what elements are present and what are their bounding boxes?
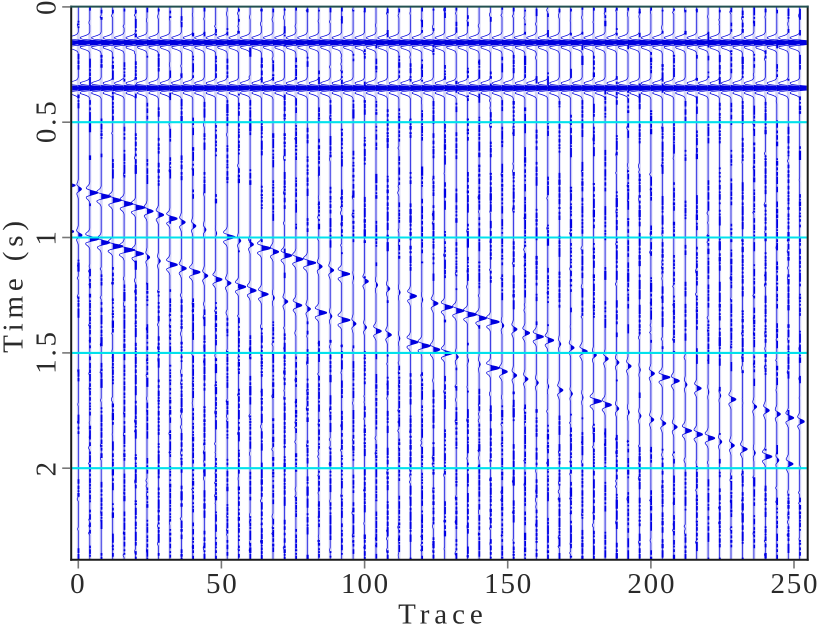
svg-text:1: 1 (31, 229, 63, 245)
svg-text:250: 250 (770, 568, 818, 600)
svg-text:0: 0 (31, 0, 63, 15)
svg-text:1.5: 1.5 (31, 329, 63, 374)
svg-text:2: 2 (31, 460, 63, 476)
svg-text:100: 100 (341, 568, 390, 600)
svg-text:200: 200 (627, 568, 676, 600)
svg-text:0.5: 0.5 (31, 98, 63, 143)
svg-text:50: 50 (206, 568, 239, 600)
svg-text:0: 0 (70, 568, 86, 600)
svg-text:Trace: Trace (398, 599, 487, 626)
svg-text:Time (s): Time (s) (0, 216, 30, 353)
svg-text:150: 150 (484, 568, 533, 600)
